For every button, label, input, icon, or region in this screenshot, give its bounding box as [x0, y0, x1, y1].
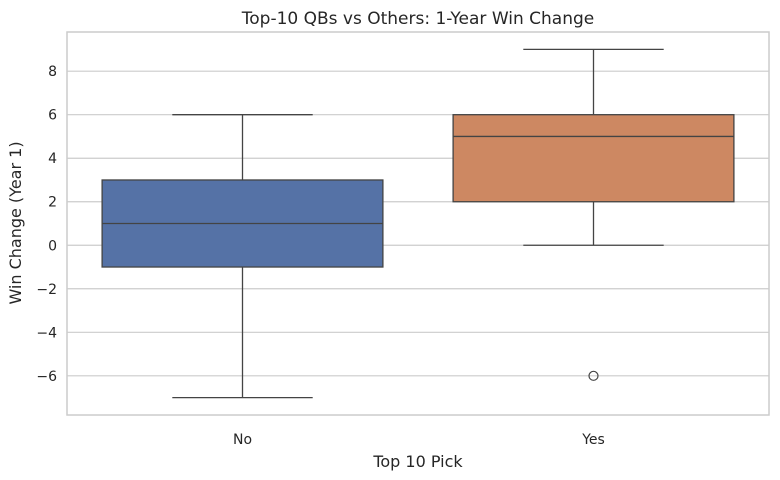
x-axis-label: Top 10 Pick	[372, 452, 463, 471]
tick-layer: −6 −4 −2 0 2 4 6 8 No Yes	[36, 64, 604, 448]
plot-frame	[66, 31, 770, 416]
outlier-yes	[588, 370, 599, 381]
y-tick-label: −2	[36, 282, 57, 298]
y-tick-label: 0	[48, 238, 57, 254]
y-tick-label: 2	[48, 195, 57, 211]
y-tick-label: −6	[36, 369, 57, 385]
x-tick-label: No	[233, 432, 252, 448]
y-tick-label: 6	[48, 108, 57, 124]
y-tick-label: −4	[36, 325, 57, 341]
y-tick-label: 8	[48, 64, 57, 80]
box-yes	[452, 114, 735, 203]
x-tick-label: Yes	[581, 432, 605, 448]
y-tick-label: 4	[48, 151, 57, 167]
box-layer	[101, 48, 735, 399]
chart-title: Top-10 QBs vs Others: 1-Year Win Change	[241, 9, 595, 29]
y-axis-label: Win Change (Year 1)	[6, 141, 25, 304]
